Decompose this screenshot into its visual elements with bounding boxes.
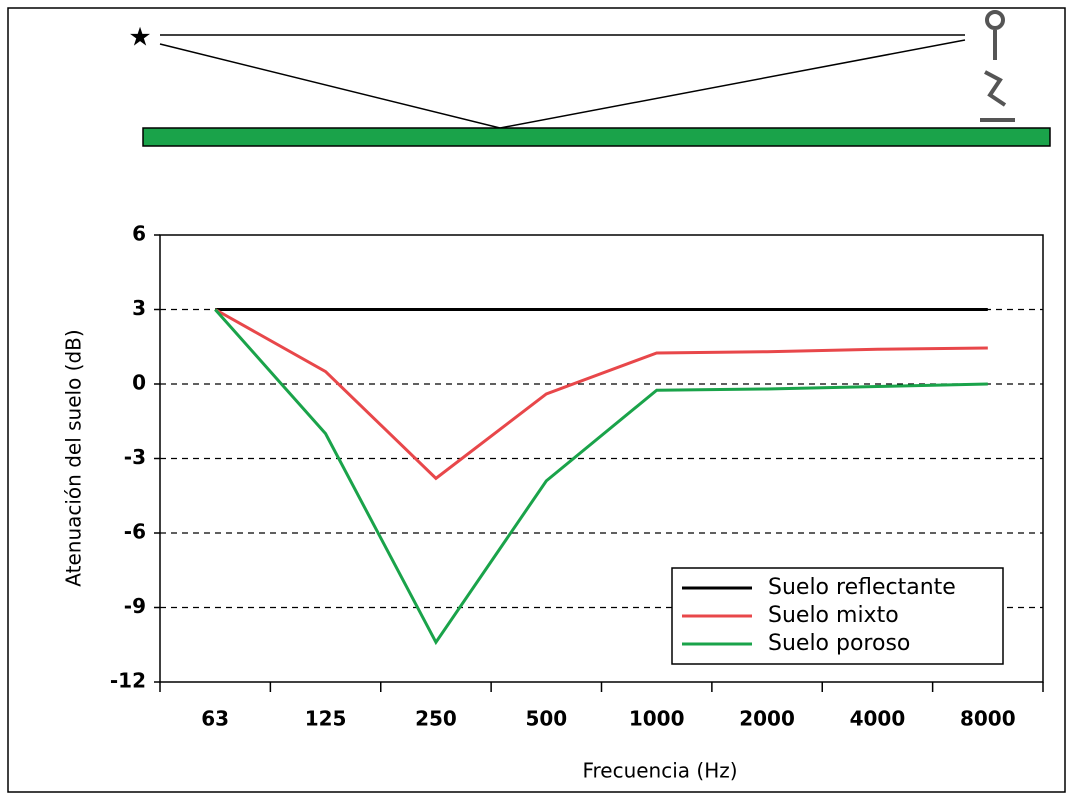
x-tick-label: 2000: [739, 707, 795, 731]
source-star: ★: [128, 23, 151, 53]
x-tick-label: 500: [525, 707, 567, 731]
x-tick-label: 125: [305, 707, 347, 731]
y-tick-label: 0: [132, 371, 146, 395]
y-axis-title: Atenuación del suelo (dB): [62, 329, 86, 586]
diagram: ★: [128, 12, 1050, 146]
y-tick-label: 6: [132, 222, 146, 246]
x-tick-label: 250: [415, 707, 457, 731]
legend-label: Suelo mixto: [768, 603, 899, 628]
ground: [143, 128, 1050, 146]
x-tick-label: 4000: [850, 707, 906, 731]
y-tick-label: -6: [124, 520, 146, 544]
y-tick-label: -9: [124, 594, 146, 618]
reflected-path: [160, 40, 965, 128]
x-tick-label: 8000: [960, 707, 1016, 731]
y-tick-label: -3: [124, 445, 146, 469]
series-line: [215, 310, 988, 479]
y-tick-label: -12: [110, 669, 146, 693]
x-axis-title: Frecuencia (Hz): [582, 759, 737, 783]
y-tick-label: 3: [132, 296, 146, 320]
x-tick-label: 1000: [629, 707, 685, 731]
page: ★ Frecuencia (Hz) Atenuación del suelo (…: [0, 0, 1073, 800]
legend-label: Suelo reflectante: [768, 575, 956, 600]
receiver: [980, 12, 1015, 120]
x-tick-label: 63: [201, 707, 229, 731]
legend-label: Suelo poroso: [768, 631, 910, 656]
